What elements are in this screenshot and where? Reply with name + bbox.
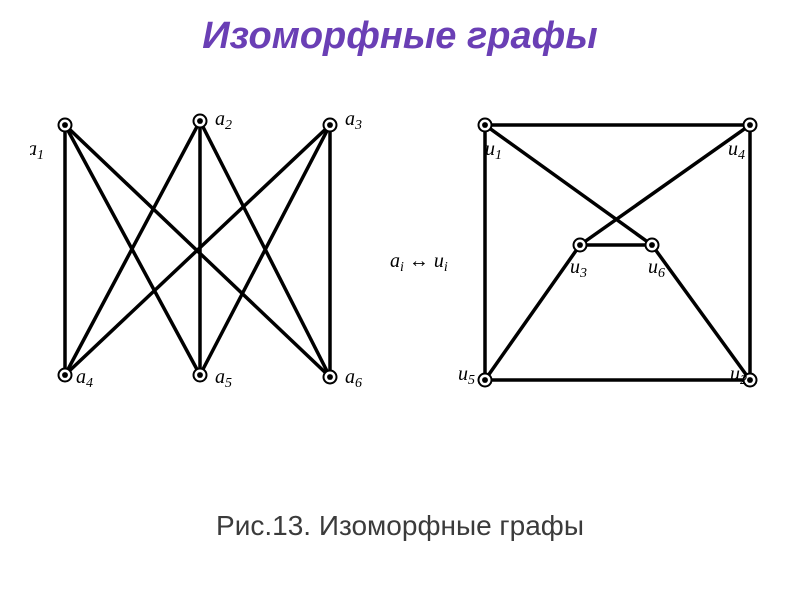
diagram-container: а1а2а3а4а5а6и1и4и3и6и5и2аi ↔ иi: [30, 95, 770, 445]
vertex-dot: [327, 374, 333, 380]
vertex-dot: [482, 377, 488, 383]
edge: [485, 245, 580, 380]
vertex-label: и3: [570, 256, 587, 281]
vertex-label: а3: [345, 108, 362, 133]
vertex-dot: [747, 122, 753, 128]
vertex-dot: [62, 122, 68, 128]
vertex-dot: [197, 372, 203, 378]
vertex-dot: [577, 242, 583, 248]
edge: [652, 245, 750, 380]
edge: [580, 125, 750, 245]
vertex-label: и1: [485, 138, 502, 163]
page-title: Изоморфные графы: [0, 0, 800, 58]
mapping-label: аi ↔ иi: [390, 250, 448, 275]
vertex-label: а6: [345, 366, 362, 391]
vertex-dot: [62, 372, 68, 378]
vertex-dot: [747, 377, 753, 383]
vertex-dot: [197, 118, 203, 124]
edge: [485, 125, 652, 245]
vertex-label: а5: [215, 366, 232, 391]
vertex-label: а2: [215, 108, 232, 133]
vertex-label: а4: [76, 366, 93, 391]
vertex-label: и2: [730, 363, 747, 388]
vertex-dot: [482, 122, 488, 128]
vertex-label: а1: [30, 138, 44, 163]
vertex-label: и4: [728, 138, 745, 163]
figure-caption: Рис.13. Изоморфные графы: [0, 510, 800, 542]
graph-svg: а1а2а3а4а5а6и1и4и3и6и5и2аi ↔ иi: [30, 95, 770, 445]
vertex-label: и5: [458, 363, 475, 388]
vertex-dot: [649, 242, 655, 248]
vertex-dot: [327, 122, 333, 128]
